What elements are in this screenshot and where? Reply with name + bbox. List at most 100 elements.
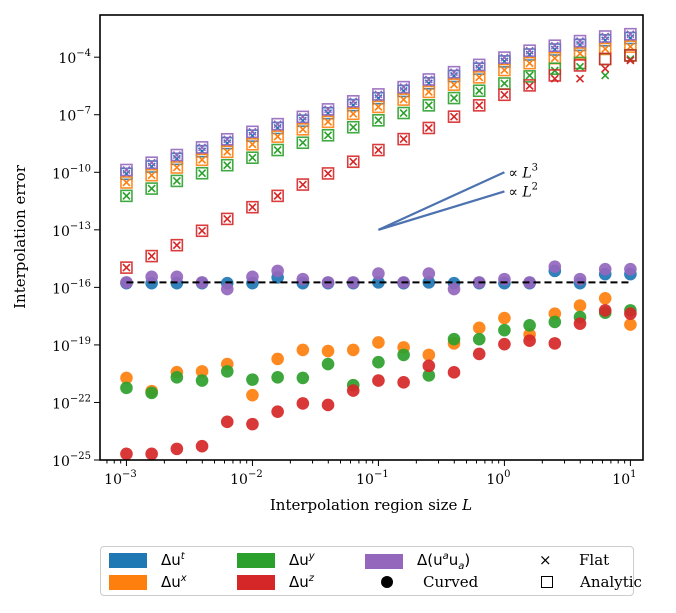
analytic-square-marker <box>573 59 587 72</box>
flat-x-marker <box>601 44 610 54</box>
curved-circle-marker <box>271 371 284 384</box>
flat-x-marker <box>273 145 282 155</box>
analytic-square-marker <box>220 158 234 172</box>
analytic-square-marker <box>271 143 284 157</box>
analytic-square-marker <box>548 69 562 82</box>
y-tick-label: 10−19 <box>52 336 91 355</box>
curved-circle-marker <box>447 366 461 379</box>
analytic-square-marker <box>397 93 410 106</box>
flat-x-marker <box>223 161 232 170</box>
analytic-square-marker <box>195 141 209 154</box>
plot-frame <box>99 14 644 461</box>
curved-circle-marker <box>271 264 284 278</box>
analytic-square-marker <box>472 84 486 98</box>
flat-x-marker <box>349 97 358 106</box>
analytic-square-marker <box>447 91 461 105</box>
curved-circle-marker <box>624 307 637 320</box>
legend-entry-ux: Δux <box>109 573 187 591</box>
analytic-square-marker <box>548 62 562 76</box>
flat-x-marker <box>500 65 509 75</box>
analytic-square-marker <box>170 238 184 252</box>
analytic-square-marker <box>573 47 587 60</box>
curved-circle-marker <box>624 262 637 276</box>
flat-x-marker <box>575 62 585 71</box>
legend-entry-analytic: Analytic <box>539 573 642 591</box>
analytic-square-marker <box>447 65 461 79</box>
curved-circle-marker <box>372 336 385 349</box>
curved-circle-marker <box>573 272 587 286</box>
curved-circle-marker <box>598 304 612 317</box>
reference-slope-label: ∝ L2 <box>508 181 538 200</box>
flat-x-marker <box>399 135 408 144</box>
analytic-square-marker <box>346 155 360 169</box>
analytic-square-marker <box>397 80 410 94</box>
y-tick-label: 10−16 <box>52 278 91 297</box>
analytic-square-marker <box>246 137 259 151</box>
y-tick-label: 10−25 <box>52 451 91 470</box>
analytic-square-marker <box>195 153 209 167</box>
curved-circle-marker <box>246 270 259 284</box>
analytic-square-marker <box>220 132 234 146</box>
analytic-square-marker <box>472 58 486 72</box>
flat-x-marker <box>298 125 307 134</box>
flat-x-marker <box>626 56 635 65</box>
legend-swatch <box>109 574 147 590</box>
series-1 <box>120 40 637 189</box>
series-4 <box>120 27 637 177</box>
curved-circle-marker <box>170 270 184 284</box>
flat-x-marker <box>550 41 559 50</box>
flat-x-marker <box>399 95 408 104</box>
y-tick-label: 10−7 <box>58 106 91 125</box>
flat-x-marker <box>122 263 131 272</box>
y-tick-label: 10−13 <box>52 221 91 240</box>
legend-swatch <box>365 554 403 569</box>
analytic-square-marker <box>422 73 436 86</box>
flat-x-marker <box>298 180 307 189</box>
curved-circle-marker <box>145 386 158 400</box>
flat-x-marker <box>424 87 433 96</box>
curved-circle-marker <box>422 348 436 362</box>
curved-circle-marker <box>498 323 511 337</box>
flat-x-marker <box>197 143 207 152</box>
curved-circle-marker <box>246 373 259 386</box>
curved-circle-marker <box>120 447 133 461</box>
analytic-square-marker <box>548 39 562 52</box>
curved-circle-marker <box>346 384 360 397</box>
curved-circle-marker <box>422 359 436 373</box>
flat-x-marker <box>323 117 333 126</box>
x-marker-icon: × <box>539 551 552 569</box>
legend-entry-flat: × Flat <box>539 551 610 569</box>
analytic-square-marker <box>422 99 436 112</box>
flat-x-marker <box>424 75 433 84</box>
flat-x-marker <box>374 116 383 125</box>
flat-x-marker <box>223 147 232 156</box>
flat-x-marker <box>550 74 559 83</box>
series-3 <box>120 49 637 274</box>
flat-x-marker <box>575 37 585 46</box>
analytic-square-marker <box>372 114 385 127</box>
curved-circle-marker <box>195 276 209 289</box>
curved-circle-marker <box>548 315 562 329</box>
legend-entry-curved: Curved <box>381 573 478 591</box>
analytic-square-marker <box>271 189 284 203</box>
analytic-square-marker <box>598 52 612 66</box>
reference-slope-line <box>377 171 505 231</box>
flat-x-marker <box>449 68 459 77</box>
curved-circle-marker <box>296 272 310 286</box>
analytic-square-marker <box>296 123 310 136</box>
flat-x-marker <box>374 90 383 99</box>
flat-x-marker <box>273 191 282 200</box>
curved-circle-marker <box>573 317 587 330</box>
analytic-square-marker <box>447 78 461 91</box>
curved-circle-marker <box>598 292 612 305</box>
flat-x-marker <box>172 241 181 250</box>
curved-circle-marker <box>498 311 511 325</box>
curved-circle-marker <box>372 355 385 369</box>
analytic-square-marker <box>195 224 209 238</box>
analytic-square-marker <box>170 174 184 188</box>
flat-x-marker <box>525 81 534 91</box>
curved-circle-marker <box>120 381 133 395</box>
flat-x-marker <box>248 140 257 149</box>
analytic-square-marker <box>246 200 259 214</box>
curved-circle-marker <box>220 365 234 378</box>
